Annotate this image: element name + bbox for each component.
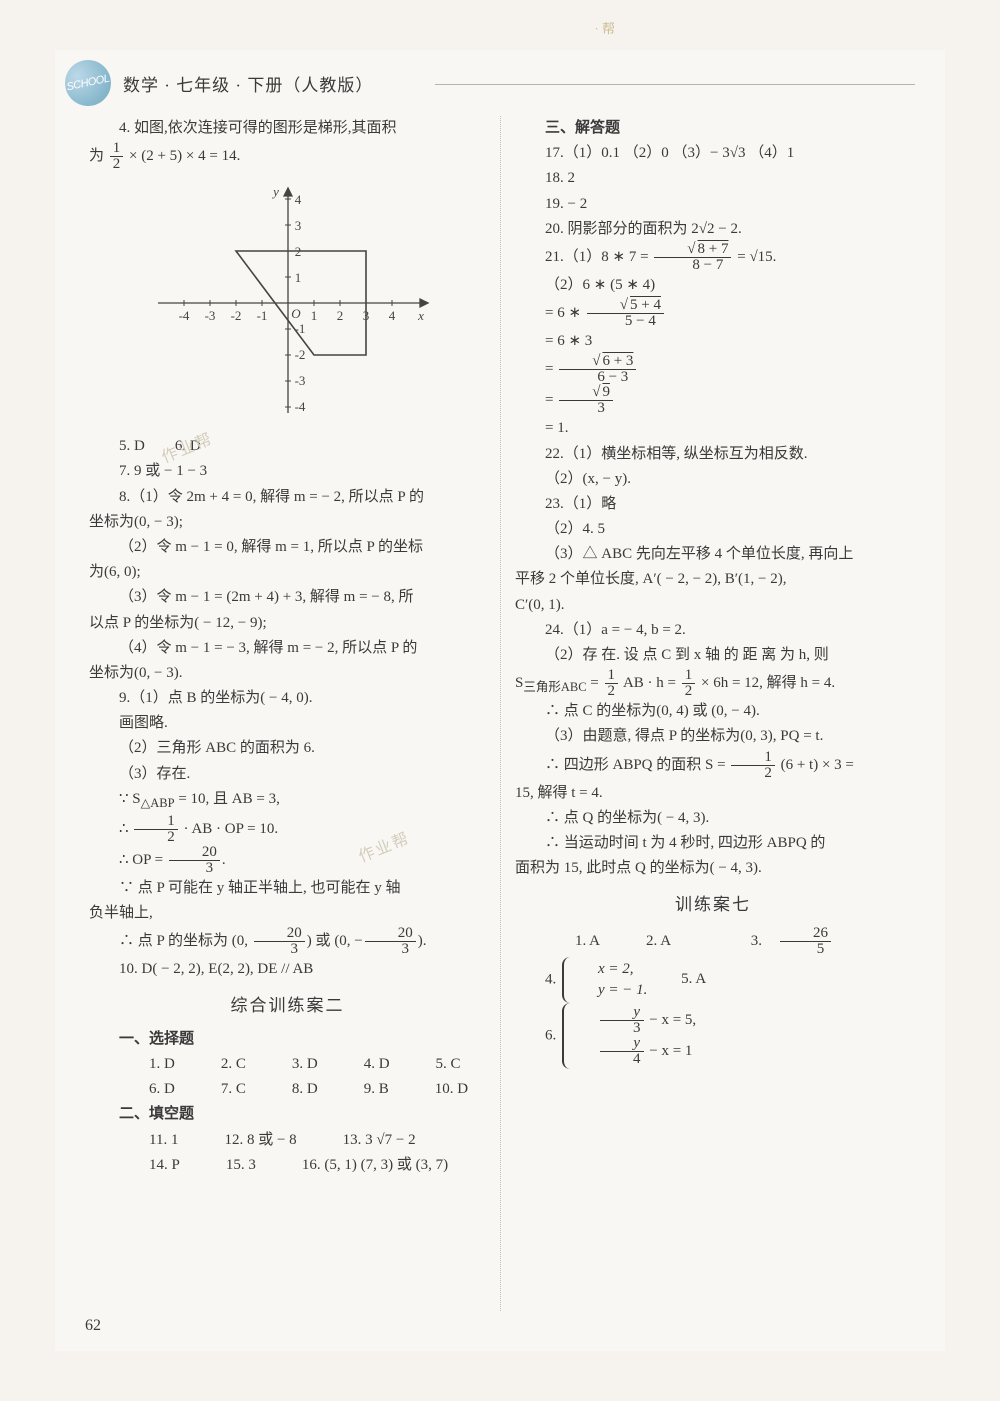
svg-text:4: 4 [388,308,395,323]
q8-1b: 坐标为(0, − 3); [89,510,486,535]
q22-1: 22.（1）横坐标相等, 纵坐标互为相反数. [515,442,911,467]
q24-3f: 面积为 15, 此时点 Q 的坐标为( − 4, 3). [515,856,911,881]
q8-3a: （3）令 m − 1 = (2m + 4) + 3, 解得 m = − 8, 所 [89,585,486,610]
svg-text:-3: -3 [204,308,215,323]
svg-text:-4: -4 [294,399,305,414]
mc-row1: 1. D2. C3. D4. D5. C [89,1052,486,1077]
svg-text:3: 3 [294,218,301,233]
top-stamp: · 帮 [594,18,615,37]
q24-3d: ∴ 点 Q 的坐标为( − 4, 3). [515,806,911,831]
q24-3a: （3）由题意, 得点 P 的坐标为(0, 3), PQ = t. [515,724,911,749]
q23-3a: （3）△ ABC 先向左平移 4 个单位长度, 再向上 [515,542,911,567]
q21-2e: = 1. [515,416,911,441]
sec3-title: 三、解答题 [515,116,911,141]
composite-title: 综合训练案二 [89,992,486,1021]
q21-2a: = 6 ∗ √5 + 45 − 4 [515,298,911,329]
q5-6: 5. D6. D [89,434,486,459]
page-sheet: · 帮 SCHOOL 数学 · 七年级 · 下册（人教版） 4. 如图,依次连接… [55,50,945,1351]
t7-row1: 1. A2. A 3. 265 [515,926,911,957]
q7: 7. 9 或 − 1 − 3 [89,459,486,484]
q21-2: （2）6 ∗ (5 ∗ 4) [515,273,911,298]
q9-3: （3）存在. [89,762,486,787]
q20: 20. 阴影部分的面积为 2√2 − 2. [515,217,911,242]
q24-2c: ∴ 点 C 的坐标为(0, 4) 或 (0, − 4). [515,699,911,724]
q9-2: （2）三角形 ABC 的面积为 6. [89,736,486,761]
q21-2d: = √93 [515,385,911,416]
sec2-title: 二、填空题 [89,1102,486,1127]
q21-2b: = 6 ∗ 3 [515,329,911,354]
fill-row1: 11. 112. 8 或 − 813. 3 √7 − 2 [89,1128,486,1153]
q9-1b: 画图略. [89,711,486,736]
q18: 18. 2 [515,166,911,191]
svg-text:O: O [291,306,301,321]
train7-title: 训练案七 [515,891,911,920]
q23-3c: C′(0, 1). [515,593,911,618]
q9-3e: ∴ 点 P 的坐标为 (0, 203) 或 (0, −203). [89,926,486,957]
svg-text:-1: -1 [256,308,267,323]
q10: 10. D( − 2, 2), E(2, 2), DE // AB [89,957,486,982]
q8-2a: （2）令 m − 1 = 0, 解得 m = 1, 所以点 P 的坐标 [89,535,486,560]
q8-4b: 坐标为(0, − 3). [89,661,486,686]
sec1-title: 一、选择题 [89,1027,486,1052]
svg-text:-2: -2 [294,347,305,362]
page-number: 62 [85,1317,101,1335]
q24-2b: S三角形ABC = 12 AB · h = 12 × 6h = 12, 解得 h… [515,668,911,699]
q23-2: （2）4. 5 [515,517,911,542]
q8-4a: （4）令 m − 1 = − 3, 解得 m = − 2, 所以点 P 的 [89,636,486,661]
q8-3b: 以点 P 的坐标为( − 12, − 9); [89,611,486,636]
logo-icon: SCHOOL [61,56,116,111]
left-column: 4. 如图,依次连接可得的图形是梯形,其面积 为 12 × (2 + 5) × … [85,116,500,1311]
q9-3a: ∵ S△ABP = 10, 且 AB = 3, [89,787,486,814]
q24-2a: （2）存 在. 设 点 C 到 x 轴 的 距 离 为 h, 则 [515,643,911,668]
q22-2: （2）(x, − y). [515,467,911,492]
right-column: 三、解答题 17.（1）0.1 （2）0 （3）− 3√3 （4）1 18. 2… [500,116,915,1311]
q19: 19. − 2 [515,192,911,217]
q24-3e: ∴ 当运动时间 t 为 4 秒时, 四边形 ABPQ 的 [515,831,911,856]
q8-1a: 8.（1）令 2m + 4 = 0, 解得 m = − 2, 所以点 P 的 [89,485,486,510]
q24-3b: ∴ 四边形 ABPQ 的面积 S = 12 (6 + t) × 3 = [515,750,911,781]
q4-line2: 为 12 × (2 + 5) × 4 = 14. [89,141,486,172]
svg-text:-2: -2 [230,308,241,323]
frac-1-2a: 12 [110,141,124,172]
svg-text:1: 1 [310,308,317,323]
q9-3d2: 负半轴上, [89,901,486,926]
q17: 17.（1）0.1 （2）0 （3）− 3√3 （4）1 [515,141,911,166]
svg-text:y: y [271,184,279,199]
svg-text:-1: -1 [294,321,305,336]
svg-text:x: x [417,308,424,323]
header-rule [435,84,915,85]
header: SCHOOL 数学 · 七年级 · 下册（人教版） [65,60,373,106]
svg-text:-4: -4 [178,308,189,323]
q24-3c: 15, 解得 t = 4. [515,781,911,806]
q9-3b: ∴ 12 · AB · OP = 10. [89,814,486,845]
q9-1: 9.（1）点 B 的坐标为( − 4, 0). [89,686,486,711]
q24-1: 24.（1）a = − 4, b = 2. [515,618,911,643]
fill-row2: 14. P15. 316. (5, 1) (7, 3) 或 (3, 7) [89,1153,486,1178]
t7-q6: 6. y3 − x = 5, y4 − x = 1 [515,1003,911,1069]
coord-diagram: -4-3-2-1 1234 1234 -1-2-3-4 O x y [138,178,438,428]
svg-text:2: 2 [336,308,343,323]
q8-2b: 为(6, 0); [89,560,486,585]
q23-1: 23.（1）略 [515,492,911,517]
columns: 4. 如图,依次连接可得的图形是梯形,其面积 为 12 × (2 + 5) × … [85,116,915,1311]
svg-text:1: 1 [294,270,301,285]
q9-3c: ∴ OP = 203. 作业帮 [89,845,486,876]
q21: 21.（1）8 ∗ 7 = √8 + 78 − 7 = √15. [515,242,911,273]
page-title: 数学 · 七年级 · 下册（人教版） [123,71,373,96]
q23-3b: 平移 2 个单位长度, A′( − 2, − 2), B′(1, − 2), [515,567,911,592]
t7-q4-5: 4. x = 2, y = − 1. 5. A [515,957,911,1003]
q21-2c: = √6 + 36 − 3 [515,354,911,385]
mc-row2: 6. D7. C8. D9. B10. D [89,1077,486,1102]
q4-line1: 4. 如图,依次连接可得的图形是梯形,其面积 [89,116,486,141]
q9-3d: ∵ 点 P 可能在 y 轴正半轴上, 也可能在 y 轴 [89,876,486,901]
svg-text:4: 4 [294,192,301,207]
svg-text:-3: -3 [294,373,305,388]
